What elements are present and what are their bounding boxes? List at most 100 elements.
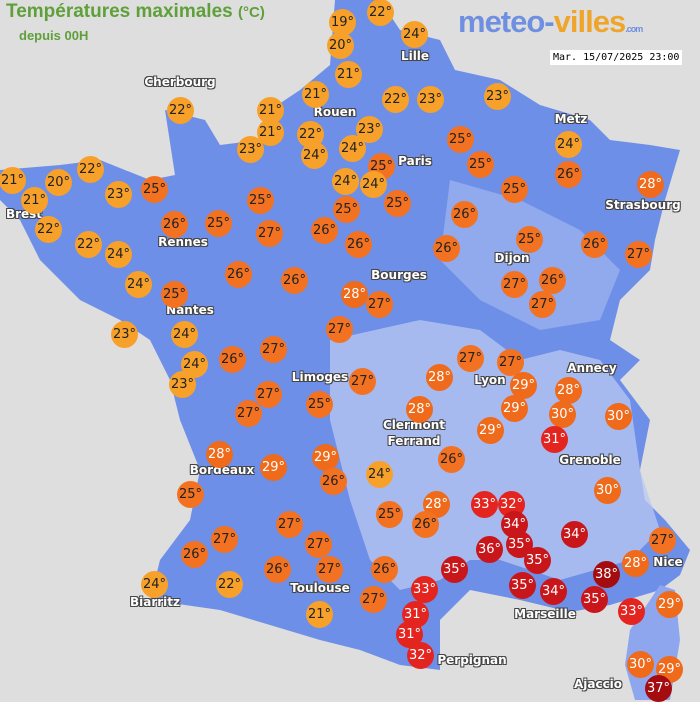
temperature-marker[interactable]: 25° xyxy=(161,281,188,308)
temperature-marker[interactable]: 21° xyxy=(257,97,284,124)
temperature-marker[interactable]: 24° xyxy=(401,21,428,48)
temperature-marker[interactable]: 34° xyxy=(540,578,567,605)
temperature-marker[interactable]: 27° xyxy=(360,586,387,613)
temperature-marker[interactable]: 21° xyxy=(302,81,329,108)
temperature-marker[interactable]: 28° xyxy=(555,377,582,404)
temperature-marker[interactable]: 30° xyxy=(594,477,621,504)
temperature-marker[interactable]: 26° xyxy=(161,211,188,238)
temperature-marker[interactable]: 26° xyxy=(264,556,291,583)
temperature-marker[interactable]: 21° xyxy=(306,601,333,628)
temperature-marker[interactable]: 27° xyxy=(255,381,282,408)
temperature-marker[interactable]: 26° xyxy=(181,541,208,568)
temperature-marker[interactable]: 22° xyxy=(216,571,243,598)
temperature-marker[interactable]: 35° xyxy=(524,547,551,574)
temperature-marker[interactable]: 25° xyxy=(467,151,494,178)
temperature-marker[interactable]: 27° xyxy=(260,336,287,363)
temperature-marker[interactable]: 21° xyxy=(21,187,48,214)
temperature-marker[interactable]: 35° xyxy=(441,556,468,583)
temperature-marker[interactable]: 21° xyxy=(335,61,362,88)
temperature-marker[interactable]: 29° xyxy=(510,372,537,399)
temperature-marker[interactable]: 26° xyxy=(581,231,608,258)
temperature-marker[interactable]: 28° xyxy=(637,171,664,198)
temperature-marker[interactable]: 31° xyxy=(541,426,568,453)
temperature-marker[interactable]: 30° xyxy=(549,401,576,428)
temperature-marker[interactable]: 27° xyxy=(366,291,393,318)
temperature-marker[interactable]: 24° xyxy=(332,168,359,195)
temperature-marker[interactable]: 29° xyxy=(656,591,683,618)
temperature-marker[interactable]: 33° xyxy=(618,598,645,625)
temperature-marker[interactable]: 26° xyxy=(225,261,252,288)
temperature-marker[interactable]: 25° xyxy=(368,153,395,180)
temperature-marker[interactable]: 19° xyxy=(329,9,356,36)
temperature-marker[interactable]: 21° xyxy=(0,167,26,194)
temperature-marker[interactable]: 26° xyxy=(539,267,566,294)
temperature-marker[interactable]: 28° xyxy=(341,281,368,308)
temperature-marker[interactable]: 26° xyxy=(320,468,347,495)
temperature-marker[interactable]: 27° xyxy=(276,511,303,538)
temperature-marker[interactable]: 26° xyxy=(371,556,398,583)
temperature-marker[interactable]: 26° xyxy=(345,231,372,258)
temperature-marker[interactable]: 29° xyxy=(312,444,339,471)
temperature-marker[interactable]: 27° xyxy=(349,368,376,395)
temperature-marker[interactable]: 26° xyxy=(219,346,246,373)
temperature-marker[interactable]: 24° xyxy=(555,131,582,158)
temperature-marker[interactable]: 34° xyxy=(561,521,588,548)
temperature-marker[interactable]: 33° xyxy=(471,491,498,518)
temperature-marker[interactable]: 27° xyxy=(497,349,524,376)
temperature-marker[interactable]: 26° xyxy=(412,511,439,538)
temperature-marker[interactable]: 27° xyxy=(625,241,652,268)
temperature-marker[interactable]: 27° xyxy=(649,527,676,554)
temperature-marker[interactable]: 25° xyxy=(501,176,528,203)
temperature-marker[interactable]: 27° xyxy=(457,345,484,372)
temperature-marker[interactable]: 27° xyxy=(326,316,353,343)
temperature-marker[interactable]: 25° xyxy=(516,226,543,253)
temperature-marker[interactable]: 28° xyxy=(206,441,233,468)
temperature-marker[interactable]: 24° xyxy=(141,571,168,598)
temperature-marker[interactable]: 22° xyxy=(75,231,102,258)
temperature-marker[interactable]: 27° xyxy=(235,400,262,427)
temperature-marker[interactable]: 24° xyxy=(125,271,152,298)
temperature-marker[interactable]: 30° xyxy=(627,651,654,678)
temperature-marker[interactable]: 28° xyxy=(622,550,649,577)
temperature-marker[interactable]: 22° xyxy=(367,0,394,26)
temperature-marker[interactable]: 35° xyxy=(509,572,536,599)
temperature-marker[interactable]: 29° xyxy=(501,395,528,422)
temperature-marker[interactable]: 29° xyxy=(477,417,504,444)
temperature-marker[interactable]: 25° xyxy=(205,210,232,237)
temperature-marker[interactable]: 37° xyxy=(645,675,672,702)
temperature-marker[interactable]: 27° xyxy=(529,291,556,318)
temperature-marker[interactable]: 26° xyxy=(311,217,338,244)
temperature-marker[interactable]: 24° xyxy=(105,241,132,268)
temperature-marker[interactable]: 22° xyxy=(35,216,62,243)
temperature-marker[interactable]: 25° xyxy=(247,187,274,214)
temperature-marker[interactable]: 26° xyxy=(433,235,460,262)
temperature-marker[interactable]: 36° xyxy=(476,536,503,563)
temperature-marker[interactable]: 26° xyxy=(438,446,465,473)
temperature-marker[interactable]: 22° xyxy=(382,86,409,113)
temperature-marker[interactable]: 27° xyxy=(256,220,283,247)
temperature-marker[interactable]: 25° xyxy=(384,190,411,217)
temperature-marker[interactable]: 22° xyxy=(77,156,104,183)
temperature-marker[interactable]: 27° xyxy=(316,556,343,583)
temperature-marker[interactable]: 23° xyxy=(169,371,196,398)
temperature-marker[interactable]: 24° xyxy=(181,351,208,378)
temperature-marker[interactable]: 24° xyxy=(171,321,198,348)
temperature-marker[interactable]: 27° xyxy=(501,271,528,298)
temperature-marker[interactable]: 20° xyxy=(45,169,72,196)
temperature-marker[interactable]: 23° xyxy=(484,83,511,110)
temperature-marker[interactable]: 26° xyxy=(555,161,582,188)
temperature-marker[interactable]: 35° xyxy=(581,586,608,613)
temperature-marker[interactable]: 25° xyxy=(447,126,474,153)
temperature-marker[interactable]: 25° xyxy=(141,176,168,203)
temperature-marker[interactable]: 22° xyxy=(167,97,194,124)
temperature-marker[interactable]: 24° xyxy=(339,135,366,162)
temperature-marker[interactable]: 29° xyxy=(260,454,287,481)
temperature-marker[interactable]: 25° xyxy=(376,501,403,528)
temperature-marker[interactable]: 23° xyxy=(111,321,138,348)
temperature-marker[interactable]: 24° xyxy=(366,461,393,488)
temperature-marker[interactable]: 28° xyxy=(406,396,433,423)
temperature-marker[interactable]: 23° xyxy=(105,181,132,208)
temperature-marker[interactable]: 20° xyxy=(327,32,354,59)
temperature-marker[interactable]: 25° xyxy=(177,481,204,508)
temperature-marker[interactable]: 23° xyxy=(237,136,264,163)
